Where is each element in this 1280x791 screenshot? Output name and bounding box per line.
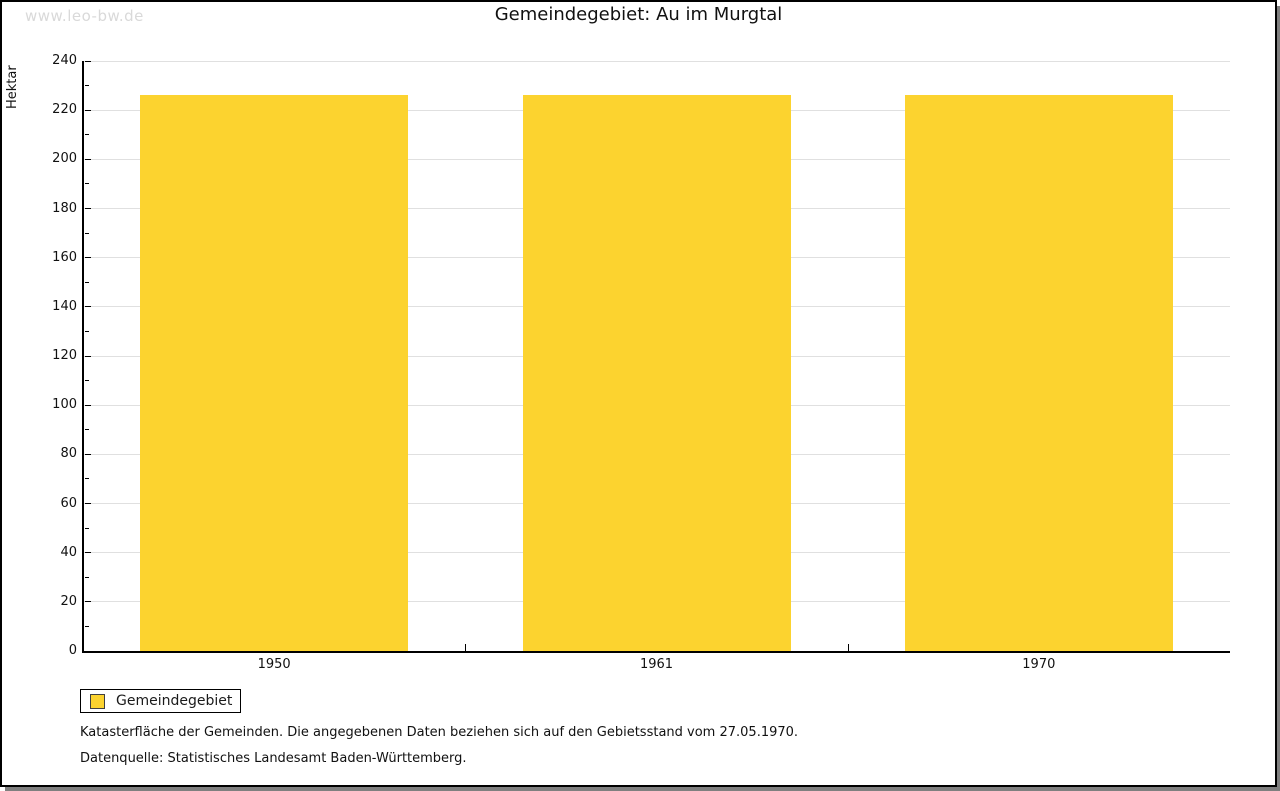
bar-1970 xyxy=(904,95,1173,651)
footnote-source: Datenquelle: Statistisches Landesamt Bad… xyxy=(80,751,467,766)
y-tick-label: 200 xyxy=(52,151,77,167)
y-tick-label: 100 xyxy=(52,397,77,413)
x-tick-label: 1961 xyxy=(639,657,674,672)
y-minor-tick xyxy=(85,380,89,382)
y-tick-label: 20 xyxy=(60,593,77,609)
y-minor-tick xyxy=(85,330,89,332)
x-boundary-tick xyxy=(847,644,849,651)
y-tick xyxy=(85,404,91,406)
y-minor-tick xyxy=(85,478,89,480)
y-tick-label: 220 xyxy=(52,102,77,118)
y-tick xyxy=(85,552,91,554)
y-minor-tick xyxy=(85,429,89,431)
y-axis-label: Hektar xyxy=(5,65,20,109)
y-tick-label: 0 xyxy=(68,643,77,658)
y-tick-label: 140 xyxy=(52,298,77,314)
y-tick xyxy=(85,306,91,308)
y-minor-tick xyxy=(85,85,89,87)
y-tick xyxy=(85,601,91,603)
footnote-description: Katasterfläche der Gemeinden. Die angege… xyxy=(80,725,799,740)
y-tick xyxy=(85,453,91,455)
y-tick xyxy=(85,109,91,111)
watermark: www.leo-bw.de xyxy=(25,7,144,25)
bar-1961 xyxy=(522,95,791,651)
y-tick-label: 40 xyxy=(60,544,77,560)
y-minor-tick xyxy=(85,281,89,283)
y-tick-label: 240 xyxy=(52,53,77,68)
x-tick-label: 1950 xyxy=(257,657,291,672)
legend-swatch-icon xyxy=(90,693,105,709)
y-tick xyxy=(85,503,91,504)
y-tick xyxy=(85,355,91,357)
x-tick-label: 1970 xyxy=(1022,657,1056,672)
y-tick xyxy=(85,158,91,160)
y-axis-line xyxy=(82,61,84,653)
y-minor-tick xyxy=(85,134,89,136)
y-tick-label: 160 xyxy=(52,249,77,265)
y-tick xyxy=(85,257,91,259)
y-minor-tick xyxy=(85,527,89,529)
x-boundary-tick xyxy=(465,644,467,651)
chart-title: Gemeindegebiet: Au im Murgtal xyxy=(494,4,783,25)
y-tick-label: 120 xyxy=(52,348,77,363)
y-tick-label: 60 xyxy=(60,495,77,511)
y-tick xyxy=(85,208,91,209)
y-minor-tick xyxy=(85,576,89,578)
y-minor-tick xyxy=(85,183,89,185)
legend-label: Gemeindegebiet xyxy=(116,693,233,709)
y-tick xyxy=(85,60,91,62)
bar-1950 xyxy=(140,95,409,651)
y-minor-tick xyxy=(85,232,89,234)
gridline xyxy=(83,60,1230,62)
y-tick-label: 180 xyxy=(52,200,77,216)
y-minor-tick xyxy=(85,625,89,627)
y-tick-label: 80 xyxy=(60,446,77,462)
x-axis-line xyxy=(82,651,1230,653)
legend: Gemeindegebiet xyxy=(80,689,241,713)
